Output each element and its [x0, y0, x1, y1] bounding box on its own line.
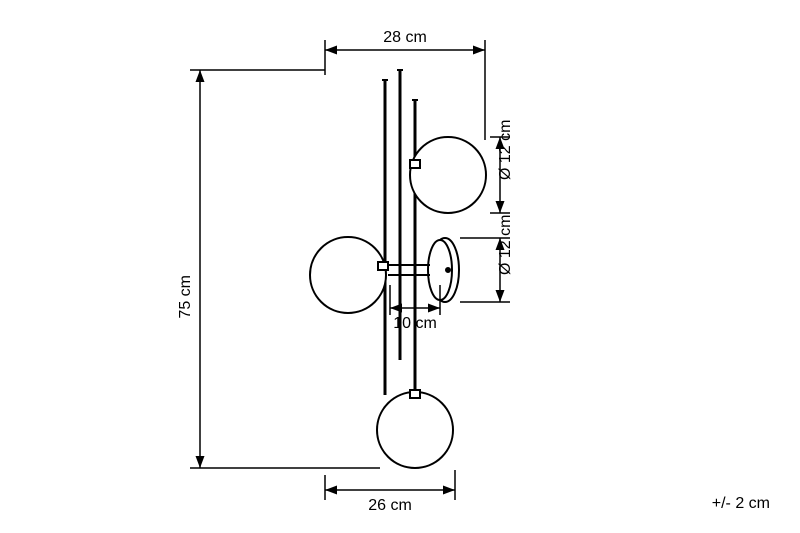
- globe-bottom: [377, 392, 453, 468]
- label-top-width: 28 cm: [383, 29, 427, 46]
- label-arm-depth: 10 cm: [393, 315, 437, 332]
- dim-bottom-width: [325, 470, 455, 500]
- diagram-canvas: 75 cm 28 cm 26 cm Ø 12 cm Ø 12 cm 10 cm …: [0, 0, 800, 533]
- vertical-rods: [382, 70, 418, 395]
- wall-mount-plate: [428, 238, 459, 302]
- lamp-drawing: [310, 70, 486, 468]
- label-globe-diameter: Ø 12 cm: [497, 120, 514, 180]
- tolerance-note: +/- 2 cm: [712, 495, 770, 513]
- dim-top-width: [325, 40, 485, 140]
- globe-top: [410, 137, 486, 213]
- mount-arm: [388, 265, 430, 275]
- label-total-height: 75 cm: [177, 275, 194, 319]
- globe-middle: [310, 237, 386, 313]
- label-bottom-width: 26 cm: [368, 497, 412, 514]
- label-mount-diameter: Ø 12 cm: [497, 215, 514, 275]
- globes: [310, 137, 486, 468]
